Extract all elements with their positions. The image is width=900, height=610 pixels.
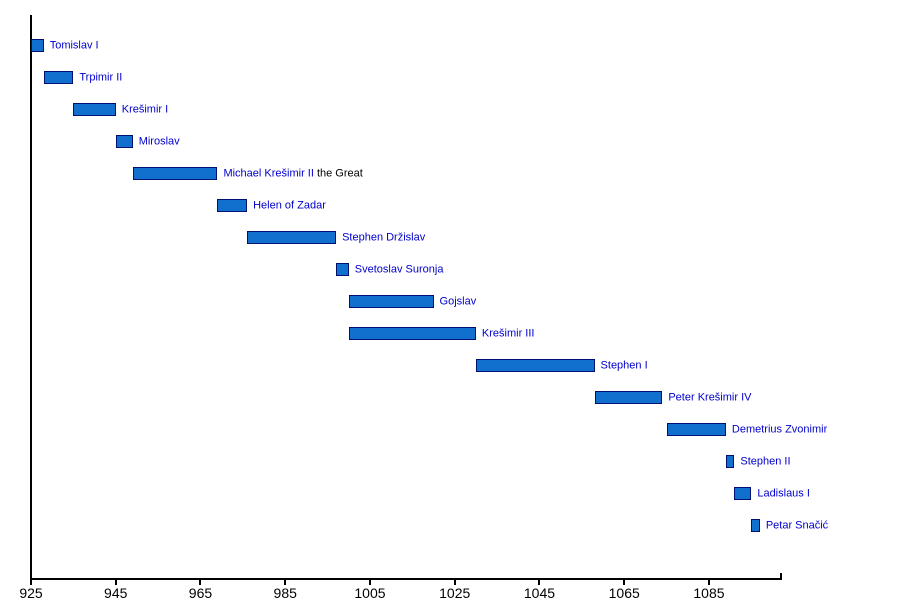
x-axis-tick <box>30 580 32 585</box>
ruler-name: Helen of Zadar <box>253 199 326 212</box>
timeline-bar <box>132 166 218 180</box>
bar-label: Peter Krešimir IV <box>668 392 751 405</box>
ruler-name: Stephen II <box>740 455 791 468</box>
timeline-bar <box>475 358 595 372</box>
x-axis-tick-label: 1025 <box>439 585 471 601</box>
timeline-bar <box>217 198 248 212</box>
timeline-bar <box>73 102 116 116</box>
timeline-bar <box>594 390 663 404</box>
x-axis-tick <box>538 580 541 585</box>
bar-label: Svetoslav Suronja <box>355 264 444 277</box>
ruler-name: Stephen I <box>600 359 648 372</box>
x-axis-tick <box>623 580 626 585</box>
x-axis-end-tick <box>780 573 782 578</box>
timeline-bar <box>734 486 752 500</box>
ruler-name: Ladislaus I <box>757 487 810 500</box>
y-axis-line <box>30 15 32 580</box>
bar-label: Ladislaus I <box>757 488 810 501</box>
x-axis-tick <box>707 580 710 585</box>
x-axis-tick-label: 945 <box>104 585 128 601</box>
bar-label: Petar Snačić <box>766 520 828 533</box>
bar-label: Helen of Zadar <box>253 200 326 213</box>
timeline-bar <box>31 38 44 52</box>
ruler-name: Gojslav <box>439 295 477 308</box>
timeline-bar <box>336 262 349 276</box>
ruler-name: Peter Krešimir IV <box>668 391 752 404</box>
ruler-name: Trpimir II <box>79 71 123 84</box>
bar-label: Miroslav <box>139 136 180 149</box>
timeline-bar <box>348 326 476 340</box>
bar-label: Stephen Držislav <box>342 232 425 245</box>
bar-label: Demetrius Zvonimir <box>732 424 827 437</box>
x-axis-line <box>30 578 782 580</box>
bar-label: Krešimir I <box>122 104 168 117</box>
ruler-name: Miroslav <box>138 135 180 148</box>
x-axis-tick <box>453 580 456 585</box>
x-axis-tick-label: 985 <box>273 585 297 601</box>
timeline-bar <box>725 454 735 468</box>
bar-label: Trpimir II <box>79 72 122 85</box>
timeline-bar <box>751 518 760 532</box>
bar-label: Gojslav <box>440 296 477 309</box>
timeline-bar <box>247 230 337 244</box>
x-axis-tick-label: 1005 <box>354 585 386 601</box>
ruler-name: Krešimir III <box>481 327 535 340</box>
x-axis-tick-label: 1045 <box>523 585 556 601</box>
ruler-name: Demetrius Zvonimir <box>731 423 828 436</box>
ruler-name: Svetoslav Suronja <box>354 263 444 276</box>
bar-label: Stephen I <box>601 360 648 373</box>
bar-label: Krešimir III <box>482 328 535 341</box>
bar-label: Michael Krešimir II the Great <box>223 168 362 181</box>
x-axis-tick <box>114 580 117 585</box>
bar-label: Tomislav I <box>50 40 99 53</box>
timeline-bar <box>666 422 726 436</box>
x-axis-tick-label: 965 <box>188 585 213 601</box>
x-axis-tick <box>368 580 371 585</box>
ruler-name: Tomislav I <box>49 39 99 52</box>
timeline-bar <box>115 134 133 148</box>
ruler-name: Stephen Držislav <box>342 231 426 244</box>
x-axis-tick-label: 1065 <box>608 585 640 601</box>
timeline-bar <box>348 294 434 308</box>
x-axis-tick <box>199 580 202 585</box>
timeline-bar <box>43 70 74 84</box>
ruler-name: Petar Snačić <box>765 519 829 532</box>
ruler-name: Krešimir I <box>121 103 169 116</box>
x-axis-tick-label: 1085 <box>693 585 725 601</box>
ruler-name: Michael Krešimir II <box>223 167 314 180</box>
bar-label: Stephen II <box>740 456 790 469</box>
ruler-name-suffix: the Great <box>313 167 363 180</box>
x-axis-tick <box>284 580 287 585</box>
x-axis-tick-label: 925 <box>19 585 43 601</box>
